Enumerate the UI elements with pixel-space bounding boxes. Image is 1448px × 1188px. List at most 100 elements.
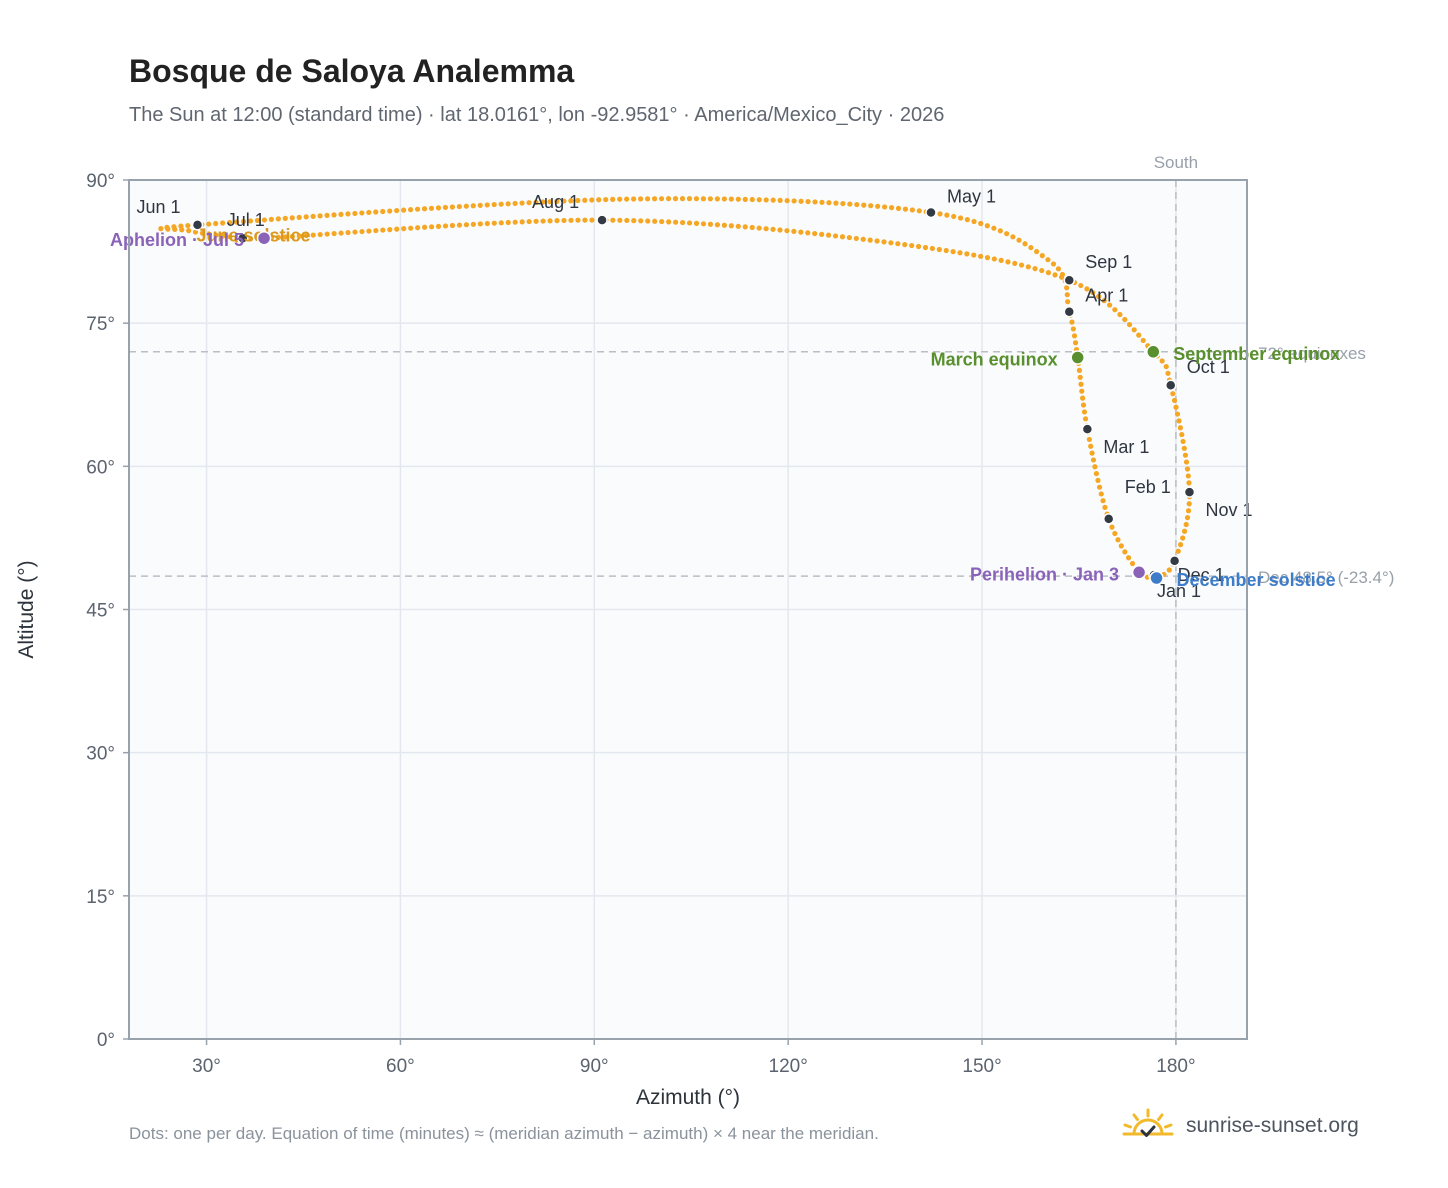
daily-sun-dot xyxy=(310,232,316,238)
daily-sun-dot xyxy=(721,222,727,228)
daily-sun-dot xyxy=(428,224,435,230)
daily-sun-dot xyxy=(825,232,832,238)
daily-sun-dot xyxy=(1070,326,1076,332)
event-marker xyxy=(1070,350,1085,365)
daily-sun-dot xyxy=(978,253,984,259)
daily-sun-dot xyxy=(658,196,665,202)
daily-sun-dot xyxy=(519,200,525,206)
daily-sun-dot xyxy=(470,203,476,209)
daily-sun-dot xyxy=(526,218,532,225)
month-marker xyxy=(236,232,249,244)
event-marker xyxy=(256,230,272,246)
y-tick-label: 15° xyxy=(86,887,115,908)
daily-sun-dot xyxy=(1102,504,1108,511)
month-label: Jan 1 xyxy=(1157,581,1201,601)
daily-sun-dot xyxy=(1122,549,1128,555)
daily-sun-dot xyxy=(206,231,212,237)
daily-sun-dot xyxy=(984,255,991,261)
daily-sun-dot xyxy=(366,228,372,234)
brand-name[interactable]: sunrise-sunset.org xyxy=(1186,1114,1359,1137)
daily-sun-dot xyxy=(964,251,970,257)
daily-sun-dot xyxy=(756,197,762,203)
daily-sun-dot xyxy=(728,196,734,202)
daily-sun-dot xyxy=(1184,515,1191,521)
daily-sun-dot xyxy=(895,205,902,211)
daily-sun-dot xyxy=(651,196,658,202)
daily-sun-dot xyxy=(408,225,414,231)
daily-sun-dot xyxy=(638,196,644,202)
daily-sun-dot xyxy=(902,206,909,212)
daily-sun-dot xyxy=(839,234,846,240)
daily-sun-dot xyxy=(338,230,344,236)
daily-sun-dot xyxy=(1076,367,1083,373)
daily-sun-dot xyxy=(631,196,637,202)
daily-sun-dot xyxy=(394,207,400,214)
daily-sun-dot xyxy=(1184,466,1191,472)
daily-sun-dot xyxy=(213,232,219,238)
daily-sun-dot xyxy=(888,205,895,211)
daily-sun-dot xyxy=(680,219,686,226)
month-marker xyxy=(925,206,937,219)
daily-sun-dot xyxy=(991,256,997,262)
daily-sun-dot xyxy=(875,203,881,209)
daily-sun-dot xyxy=(505,219,511,226)
event-marker xyxy=(1146,344,1161,360)
analemma-path xyxy=(158,196,1193,580)
daily-sun-dot xyxy=(631,218,637,224)
daily-sun-dot xyxy=(971,252,977,258)
daily-sun-dot xyxy=(442,204,449,211)
daily-sun-dot xyxy=(477,202,483,208)
daily-sun-dot xyxy=(240,218,247,225)
daily-sun-dot xyxy=(359,210,365,216)
daily-sun-dot xyxy=(881,239,887,245)
daily-sun-dot xyxy=(345,211,351,217)
daily-sun-dot xyxy=(895,241,901,247)
chart-title: Bosque de Saloya Analemma xyxy=(129,53,575,89)
daily-sun-dot xyxy=(1078,282,1084,289)
daily-sun-dot xyxy=(421,206,428,212)
daily-sun-dot xyxy=(158,226,164,232)
daily-sun-dot xyxy=(957,250,963,256)
daily-sun-dot xyxy=(833,200,839,206)
daily-sun-dot xyxy=(749,224,755,231)
event-label: December solstice xyxy=(1177,570,1336,590)
daily-sun-dot xyxy=(777,197,783,203)
daily-sun-dot xyxy=(1186,480,1192,486)
daily-sun-dot xyxy=(853,235,859,242)
daily-sun-dot xyxy=(1089,450,1095,456)
brand[interactable]: sunrise-sunset.org xyxy=(1120,1106,1359,1146)
daily-sun-dot xyxy=(1112,530,1118,537)
event-label: Perihelion · Jan 3 xyxy=(970,564,1119,584)
daily-sun-dot xyxy=(645,218,651,224)
daily-sun-dot xyxy=(1086,436,1092,443)
month-label: Oct 1 xyxy=(1187,357,1230,377)
daily-sun-dot xyxy=(1012,260,1018,267)
daily-sun-dot xyxy=(1163,363,1169,370)
daily-sun-dot xyxy=(867,237,873,243)
daily-sun-dot xyxy=(756,225,762,231)
daily-sun-dot xyxy=(861,202,867,208)
daily-sun-dot xyxy=(582,217,588,223)
daily-sun-dot xyxy=(679,196,686,202)
daily-sun-dot xyxy=(1078,381,1084,387)
y-tick-label: 75° xyxy=(86,314,115,335)
daily-sun-dot xyxy=(1065,299,1071,305)
event-markers: March equinox September equinox June solst… xyxy=(110,226,1340,590)
daily-sun-dot xyxy=(1088,443,1094,449)
daily-sun-dot xyxy=(882,204,888,210)
daily-sun-dot xyxy=(428,205,435,211)
event-label: March equinox xyxy=(931,350,1058,370)
daily-sun-dot xyxy=(624,196,630,202)
daily-sun-dot xyxy=(596,197,602,203)
daily-sun-dot xyxy=(394,226,400,232)
daily-sun-dot xyxy=(554,218,560,224)
daily-sun-dot xyxy=(936,246,942,253)
daily-sun-dot xyxy=(1177,425,1184,431)
daily-sun-dot xyxy=(172,226,178,233)
daily-sun-dot xyxy=(915,243,922,250)
daily-sun-dot xyxy=(1080,402,1087,408)
daily-sun-dot xyxy=(491,220,497,226)
month-marker xyxy=(1102,513,1115,525)
daily-sun-dot xyxy=(1025,264,1031,270)
daily-sun-dot xyxy=(874,238,880,244)
